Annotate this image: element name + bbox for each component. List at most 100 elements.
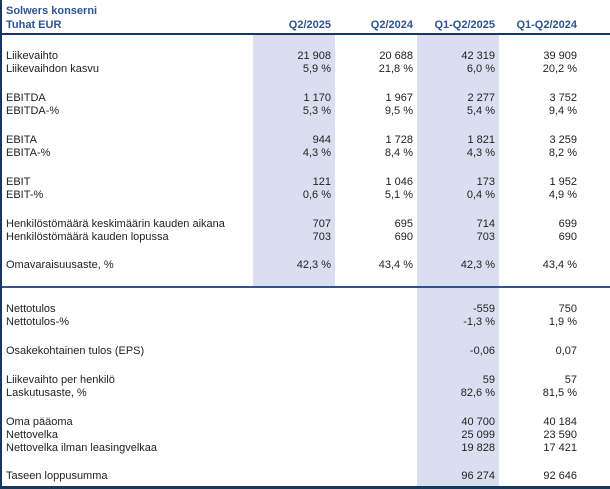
value-cell: 3 752 — [549, 92, 577, 104]
value-cell — [253, 442, 335, 455]
value-cell — [253, 416, 335, 429]
value-cell: 750 — [558, 303, 577, 315]
row-label: Henkilöstömäärä keskimäärin kauden aikan… — [6, 218, 225, 230]
value-cell: 1 170 — [303, 92, 331, 104]
page-title: Solwers konserni — [6, 5, 98, 17]
row-label: Henkilöstömäärä kauden lopussa — [6, 231, 169, 243]
table-row: Laskutusaste, % 82,6 % 81,5 % — [2, 387, 610, 400]
row-label: Nettotulos — [6, 303, 56, 315]
value-cell — [335, 345, 417, 358]
row-label: EBITDA-% — [6, 105, 60, 117]
value-cell: 5,3 % — [302, 105, 331, 117]
row-label: EBITA — [6, 134, 37, 146]
value-cell: 39 909 — [543, 50, 577, 62]
value-cell: 1 967 — [385, 92, 413, 104]
row-label: EBIT — [6, 176, 31, 188]
header-underline — [2, 33, 610, 35]
value-cell: 23 590 — [543, 429, 577, 441]
value-cell: 25 099 — [461, 429, 495, 441]
value-cell — [335, 316, 417, 329]
table-row: Nettotulos-% -1,3 % 1,9 % — [2, 316, 610, 329]
table-row: Oma pääoma 40 700 40 184 — [2, 416, 610, 429]
value-cell: 5,9 % — [302, 63, 331, 75]
value-cell: 5,1 % — [384, 189, 413, 201]
value-cell: 707 — [312, 218, 331, 230]
value-cell: 9,4 % — [548, 105, 577, 117]
value-cell — [253, 303, 335, 316]
spacer — [2, 400, 610, 416]
value-cell: -1,3 % — [463, 316, 495, 328]
row-label: Omavaraisuusaste, % — [6, 259, 114, 271]
value-cell: 1 952 — [549, 176, 577, 188]
table-row: Liikevaihto 21 908 20 688 42 319 39 909 — [2, 50, 610, 63]
row-label: Oma pääoma — [6, 416, 73, 428]
table-row: Liikevaihdon kasvu 5,9 % 21,8 % 6,0 % 20,2 % — [2, 63, 610, 76]
spacer — [2, 272, 610, 303]
spacer — [2, 455, 610, 470]
table-row: Nettovelka ilman leasingvelkaa 19 828 17 4… — [2, 442, 610, 455]
table-row: Omavaraisuusaste, % 42,3 % 43,4 % 42,3 % 43,… — [2, 259, 610, 272]
value-cell — [335, 374, 417, 387]
value-cell: -559 — [472, 303, 495, 315]
table-row: Nettovelka 25 099 23 590 — [2, 429, 610, 442]
value-cell: 43,4 % — [542, 259, 577, 271]
column-header-q2-2025: Q2/2025 — [288, 19, 331, 31]
row-label: Nettotulos-% — [6, 316, 69, 328]
value-cell — [335, 416, 417, 429]
value-cell: 699 — [558, 218, 577, 230]
row-label: EBIT-% — [6, 189, 44, 201]
value-cell: 92 646 — [543, 470, 577, 482]
row-label: Nettovelka — [6, 429, 58, 441]
row-label: Taseen loppusumma — [6, 470, 108, 482]
value-cell: 1,9 % — [548, 316, 577, 328]
column-header-q1-q2-2024: Q1-Q2/2024 — [516, 19, 577, 31]
value-cell: 0,4 % — [466, 189, 495, 201]
value-cell: 42,3 % — [296, 259, 331, 271]
table-row: Henkilöstömäärä kauden lopussa 703 690 703 6… — [2, 231, 610, 244]
row-label: EBITDA — [6, 92, 46, 104]
title-row: Solwers konserni — [2, 4, 610, 18]
value-cell — [335, 387, 417, 400]
value-cell: 0,07 — [555, 345, 577, 357]
table-row: EBITA-% 4,3 % 8,4 % 4,3 % 8,2 % — [2, 147, 610, 160]
row-label: EBITA-% — [6, 147, 51, 159]
value-cell: 20 688 — [379, 50, 413, 62]
spacer — [2, 76, 610, 92]
table-row: EBIT-% 0,6 % 5,1 % 0,4 % 4,9 % — [2, 189, 610, 202]
value-cell: 8,2 % — [548, 147, 577, 159]
value-cell: 1 046 — [385, 176, 413, 188]
value-cell: 1 728 — [385, 134, 413, 146]
value-cell: 21,8 % — [378, 63, 413, 75]
spacer — [2, 244, 610, 259]
column-header-q2-2024: Q2/2024 — [370, 19, 413, 31]
value-cell: 1 821 — [467, 134, 495, 146]
section-divider — [2, 286, 610, 288]
unit-label: Tuhat EUR — [6, 19, 62, 31]
value-cell: 714 — [476, 218, 495, 230]
value-cell — [253, 470, 335, 483]
row-label: Liikevaihto per henkilö — [6, 374, 115, 386]
value-cell — [335, 470, 417, 483]
value-cell: 703 — [312, 231, 331, 243]
value-cell — [253, 345, 335, 358]
spacer — [2, 32, 610, 50]
row-label: Liikevaihto — [6, 50, 58, 62]
row-label: Nettovelka ilman leasingvelkaa — [6, 442, 158, 454]
value-cell: 96 274 — [461, 470, 495, 482]
value-cell: 944 — [312, 134, 331, 146]
value-cell: 4,3 % — [466, 147, 495, 159]
highlight-band-q1-q2-2025 — [417, 35, 499, 486]
value-cell: 40 184 — [543, 416, 577, 428]
table-row: EBITA 944 1 728 1 821 3 259 — [2, 134, 610, 147]
table-rows: Liikevaihto 21 908 20 688 42 319 39 909 Liike… — [2, 50, 610, 483]
value-cell: 8,4 % — [384, 147, 413, 159]
value-cell — [253, 387, 335, 400]
table-row: Liikevaihto per henkilö 59 57 — [2, 374, 610, 387]
value-cell: 0,6 % — [302, 189, 331, 201]
column-header-row: Tuhat EUR Q2/2025 Q2/2024 Q1-Q2/2025 Q1-… — [2, 18, 610, 32]
value-cell: 42 319 — [461, 50, 495, 62]
value-cell: 19 828 — [461, 442, 495, 454]
row-label: Osakekohtainen tulos (EPS) — [6, 345, 145, 357]
